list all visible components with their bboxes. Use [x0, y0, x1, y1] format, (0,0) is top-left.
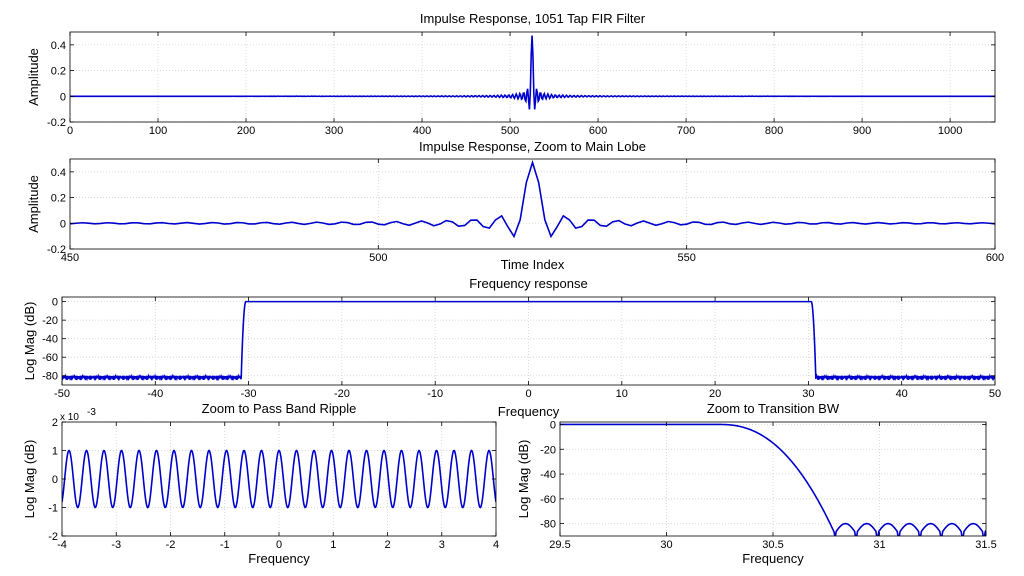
x-tick-label: 29.5: [549, 539, 570, 551]
transition_bw-chart: 29.5 30 30.5 31 31.5 -80 -60 -40 -20 0 Zoom to Tra…: [516, 401, 997, 566]
y-axis-label: Log Mag (dB): [22, 440, 37, 519]
x-tick-label: 500: [369, 252, 387, 264]
y-tick-label: -80: [540, 519, 556, 531]
x-tick-label: -40: [147, 388, 163, 400]
y-tick-label: 0.4: [51, 40, 66, 52]
x-tick-label: 3: [439, 539, 445, 551]
y-tick-label: 0: [550, 419, 556, 431]
x-tick-label: 30: [660, 539, 672, 551]
y-tick-label: -80: [42, 371, 58, 383]
x-tick-label: -30: [241, 388, 257, 400]
y-exponent-power: -3: [87, 407, 96, 418]
x-tick-label: -2: [166, 539, 176, 551]
x-tick-label: 550: [677, 252, 695, 264]
x-tick-label: 0: [67, 125, 73, 137]
y-tick-label: -20: [540, 444, 556, 456]
series-line-0: [62, 449, 496, 509]
x-tick-label: -4: [57, 539, 67, 551]
x-tick-label: 600: [986, 252, 1004, 264]
y-tick-label: -40: [42, 334, 58, 346]
x-tick-label: 30.5: [762, 539, 783, 551]
plot-area: [62, 297, 995, 385]
passband_ripple-chart: -4 -3 -2 -1 0 1 2 3 4 -2 -1 0 1 2 Zoom to Pass Band Ri…: [22, 401, 499, 566]
axes-box: [69, 31, 996, 123]
x-tick-label: 450: [61, 252, 79, 264]
x-tick-label: 0: [276, 539, 282, 551]
y-tick-label: -0.2: [47, 244, 66, 256]
y-tick-label: 0: [52, 474, 58, 486]
x-tick-label: 700: [677, 125, 695, 137]
y-exponent-label: x 10: [60, 412, 79, 423]
y-tick-label: -1: [48, 503, 58, 515]
x-tick-label: 900: [853, 125, 871, 137]
series-line-0: [70, 159, 995, 239]
impulse_zoom-chart: 450 500 550 600 -0.2 0 0.2 0.4 Impulse Response,…: [26, 139, 1004, 272]
chart-title: Impulse Response, 1051 Tap FIR Filter: [420, 11, 646, 26]
y-axis-label: Amplitude: [26, 175, 41, 233]
y-tick-label: 2: [52, 417, 58, 429]
x-tick-label: -20: [334, 388, 350, 400]
x-axis-label: Time Index: [501, 257, 565, 272]
x-tick-label: 1: [330, 539, 336, 551]
y-axis-label: Log Mag (dB): [516, 440, 531, 519]
y-tick-label: -0.2: [47, 117, 66, 129]
chart-title: Zoom to Pass Band Ripple: [202, 401, 357, 416]
x-tick-label: 4: [493, 539, 499, 551]
x-tick-label: 500: [501, 125, 519, 137]
y-tick-label: -20: [42, 315, 58, 327]
x-tick-label: -10: [427, 388, 443, 400]
chart-title: Zoom to Transition BW: [707, 401, 840, 416]
series-line-0: [70, 35, 995, 110]
y-tick-label: 0: [60, 91, 66, 103]
x-tick-label: 30: [802, 388, 814, 400]
x-axis-label: Frequency: [498, 404, 560, 419]
x-tick-label: 800: [765, 125, 783, 137]
x-tick-label: 600: [589, 125, 607, 137]
chart-title: Impulse Response, Zoom to Main Lobe: [419, 139, 646, 154]
x-tick-label: 50: [989, 388, 1001, 400]
series-line-0: [560, 423, 986, 536]
x-tick-label: 300: [325, 125, 343, 137]
x-tick-label: 31: [873, 539, 885, 551]
x-axis-label: Frequency: [742, 551, 804, 566]
x-tick-label: -1: [220, 539, 230, 551]
y-tick-label: -60: [540, 494, 556, 506]
plot-area: [70, 159, 995, 249]
y-tick-label: -2: [48, 531, 58, 543]
series-line-0: [62, 300, 995, 382]
freq_full-chart: -50 -40 -30 -20 -10 0 10 20 30 40 50 -80 -60 -40 -20 0 F…: [22, 276, 1001, 419]
y-tick-label: 0.2: [51, 193, 66, 205]
x-tick-label: 31.5: [975, 539, 996, 551]
axes-box: [69, 158, 996, 250]
x-tick-label: 40: [896, 388, 908, 400]
x-tick-label: 100: [149, 125, 167, 137]
x-tick-label: 400: [413, 125, 431, 137]
y-tick-label: -40: [540, 469, 556, 481]
y-axis-label: Amplitude: [26, 48, 41, 106]
x-tick-label: 20: [709, 388, 721, 400]
y-axis-label: Log Mag (dB): [22, 302, 37, 381]
x-tick-label: 0: [525, 388, 531, 400]
y-tick-label: 0.4: [51, 167, 66, 179]
y-tick-label: 0: [52, 297, 58, 309]
x-tick-label: 10: [616, 388, 628, 400]
x-tick-label: 2: [384, 539, 390, 551]
y-tick-label: 0: [60, 218, 66, 230]
y-tick-label: 1: [52, 446, 58, 458]
x-tick-label: -3: [111, 539, 121, 551]
x-tick-label: 1000: [938, 125, 962, 137]
x-tick-label: -50: [54, 388, 70, 400]
y-tick-label: 0.2: [51, 66, 66, 78]
x-axis-label: Frequency: [248, 551, 310, 566]
x-tick-label: 200: [237, 125, 255, 137]
impulse_full-chart: 0 100 200 300 400 500 600 700 800 900 1000-0.200.2…: [26, 11, 996, 137]
chart-title: Frequency response: [469, 276, 588, 291]
y-tick-label: -60: [42, 352, 58, 364]
